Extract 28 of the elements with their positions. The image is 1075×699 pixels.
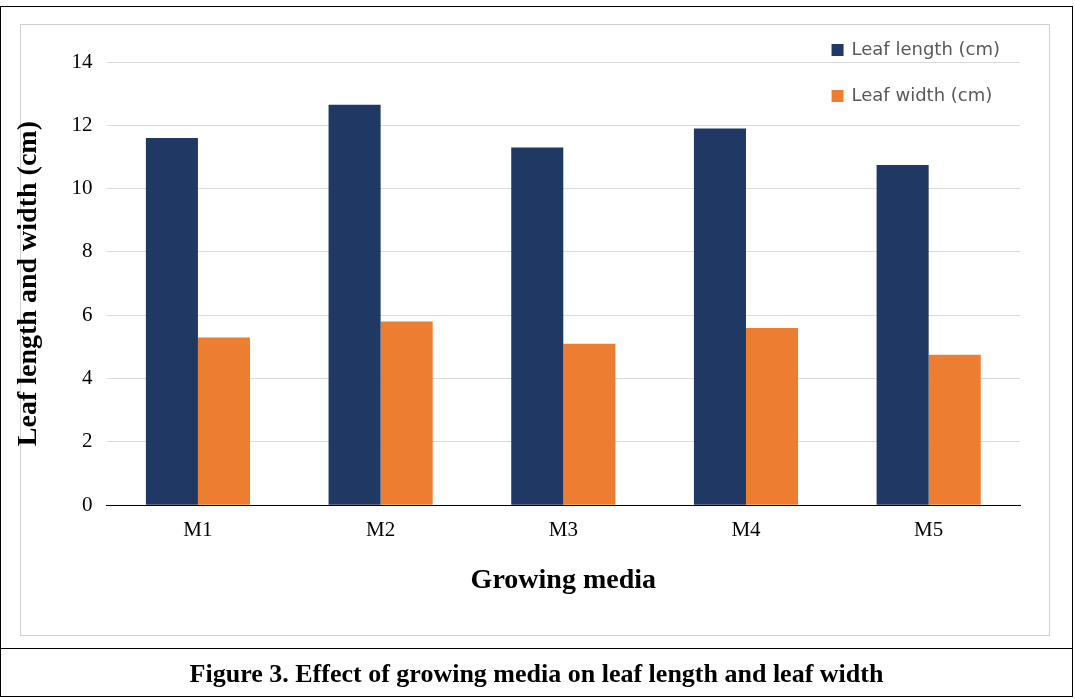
bar [511,147,564,505]
y-tick-label: 6 [82,301,93,326]
bar [876,164,929,505]
x-tick-label: M1 [183,517,213,542]
y-tick-label: 10 [71,175,93,200]
bar [563,343,616,505]
y-tick-label: 0 [82,491,93,516]
bar [928,354,981,505]
y-tick-label: 2 [82,428,93,453]
bar [693,128,746,505]
bar [145,137,198,505]
bar [197,337,250,505]
legend-label: Leaf length (cm) [851,37,1001,59]
y-tick-label: 4 [82,365,94,390]
bar [328,104,381,505]
x-tick-label: M5 [914,517,944,542]
x-tick-label: M2 [366,517,396,542]
y-tick-label: 12 [71,111,93,136]
x-axis-title: Growing media [470,563,656,595]
bar [380,321,433,505]
y-axis-title: Leaf length and width (cm) [11,121,43,447]
y-tick-label: 14 [71,48,94,73]
x-tick-label: M4 [731,517,762,542]
y-tick-label: 8 [82,238,93,263]
legend-label: Leaf width (cm) [851,83,993,105]
text: Figure 3. Effect of growing media on leaf length and leaf width [0,648,1073,699]
bar [745,327,799,505]
x-tick-label: M3 [548,517,578,542]
